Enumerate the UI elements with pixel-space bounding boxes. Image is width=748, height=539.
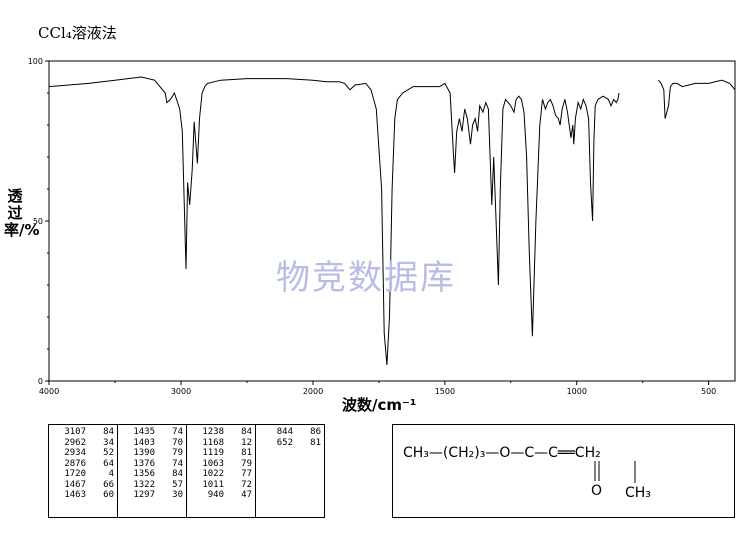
- peak-wavenumber: 3107: [64, 427, 86, 437]
- peak-row: 1467 66: [52, 480, 114, 491]
- structure-bonds: [594, 461, 636, 483]
- peak-row: 1119 81: [190, 448, 252, 459]
- peak-wavenumber: 1063: [202, 458, 224, 469]
- peak-transmittance: 81: [310, 437, 321, 448]
- peak-transmittance: 52: [103, 448, 114, 458]
- peak-row: 1356 84: [121, 469, 183, 480]
- peak-transmittance: 84: [241, 427, 252, 437]
- peak-table-column: 844 86 652 81: [256, 425, 324, 517]
- x-tick-label: 1500: [435, 387, 455, 396]
- peak-transmittance: 86: [310, 427, 321, 437]
- peak-transmittance: 79: [241, 458, 252, 469]
- peak-row: 1322 57: [121, 480, 183, 491]
- peak-row: 1720 4: [52, 469, 114, 480]
- plot-frame: [48, 60, 736, 382]
- peak-transmittance: 70: [172, 437, 183, 448]
- peak-transmittance: 57: [172, 479, 183, 490]
- peak-transmittance: 79: [172, 448, 183, 458]
- x-axis-label: 波数/cm⁻¹: [342, 396, 417, 414]
- peak-transmittance: 84: [103, 427, 114, 437]
- x-axis-ticks: 4000 3000 2000 1500 1000 500: [39, 381, 716, 396]
- peak-row: 1238 84: [190, 427, 252, 438]
- peak-transmittance: 47: [241, 490, 252, 500]
- peak-transmittance: 66: [103, 479, 114, 490]
- peak-transmittance: 60: [103, 490, 114, 500]
- peak-transmittance: 77: [241, 469, 252, 479]
- y-axis-ticks: 0 50 100: [28, 57, 49, 386]
- peak-transmittance: 72: [241, 479, 252, 490]
- x-tick-label: 3000: [171, 387, 191, 396]
- structure-formula: CH₃—(CH₂)₃—O—C—C══CH₂: [403, 445, 601, 461]
- peak-wavenumber: 1463: [64, 490, 86, 500]
- peak-table-column: 1238 84 1168 12 1119 81 1063 79 1022 77 1011 72 940 4…: [187, 425, 256, 517]
- spectrum-line: [48, 76, 736, 366]
- peak-transmittance: 30: [172, 490, 183, 500]
- peak-row: 844 86: [259, 427, 321, 438]
- peak-table: 3107 84 2962 34 2934 52 2876 64 1720 4 1467 66 1463 6…: [48, 424, 325, 518]
- peak-row: 2934 52: [52, 448, 114, 459]
- peak-row: 2876 64: [52, 459, 114, 470]
- peak-wavenumber: 1403: [133, 437, 155, 448]
- peak-row: 1376 74: [121, 459, 183, 470]
- peak-transmittance: 81: [241, 448, 252, 458]
- structure-diagram: CH₃—(CH₂)₃—O—C—C══CH₂ O CH₃: [392, 424, 735, 518]
- peak-transmittance: 74: [172, 427, 183, 437]
- peak-transmittance: 84: [172, 469, 183, 479]
- watermark: 物竞数据库: [276, 258, 456, 298]
- peak-table-column: 1435 74 1403 70 1390 79 1376 74 1356 84 1322 57 1297…: [118, 425, 187, 517]
- ir-spectrum-plot: 0 50 100 4000 3000 2000 1500 1000 500: [28, 57, 736, 396]
- x-tick-label: 1000: [567, 387, 587, 396]
- peak-row: 1403 70: [121, 438, 183, 449]
- peak-wavenumber: 1467: [64, 479, 86, 490]
- peak-row: 1297 30: [121, 490, 183, 501]
- peak-wavenumber: 844: [276, 427, 293, 437]
- peak-row: 1168 12: [190, 438, 252, 449]
- peak-row: 1022 77: [190, 469, 252, 480]
- y-tick-label: 100: [28, 57, 43, 66]
- peak-wavenumber: 1119: [202, 448, 224, 458]
- peak-row: 1063 79: [190, 459, 252, 470]
- y-tick-label: 0: [38, 377, 43, 386]
- peak-wavenumber: 940: [207, 490, 224, 500]
- peak-row: 1463 60: [52, 490, 114, 501]
- x-tick-label: 2000: [303, 387, 323, 396]
- peak-wavenumber: 2876: [64, 458, 86, 469]
- peak-wavenumber: 1390: [133, 448, 155, 458]
- peak-wavenumber: 1168: [202, 437, 224, 448]
- peak-transmittance: 64: [103, 458, 114, 469]
- peak-wavenumber: 1297: [133, 490, 155, 500]
- peak-wavenumber: 1238: [202, 427, 224, 437]
- peak-row: 1435 74: [121, 427, 183, 438]
- chart-title: CCl₄溶液法: [38, 24, 117, 42]
- peak-transmittance: 74: [172, 458, 183, 469]
- peak-wavenumber: 2934: [64, 448, 86, 458]
- y-tick-label: 50: [33, 217, 43, 226]
- peak-wavenumber: 1435: [133, 427, 155, 437]
- peak-wavenumber: 2962: [64, 437, 86, 448]
- peak-wavenumber: 1376: [133, 458, 155, 469]
- peak-row: 652 81: [259, 438, 321, 449]
- peak-wavenumber: 1322: [133, 479, 155, 490]
- peak-wavenumber: 1022: [202, 469, 224, 479]
- peak-row: 1011 72: [190, 480, 252, 491]
- carbonyl-oxygen: O: [591, 483, 603, 499]
- peak-table-column: 3107 84 2962 34 2934 52 2876 64 1720 4 1467 66 1463 6…: [49, 425, 118, 517]
- peak-row: 3107 84: [52, 427, 114, 438]
- y-axis-label: 透过率/%: [4, 187, 40, 239]
- peak-row: 2962 34: [52, 438, 114, 449]
- peak-wavenumber: 1720: [64, 469, 86, 479]
- methyl-group: CH₃: [625, 485, 651, 501]
- peak-transmittance: 12: [241, 437, 252, 448]
- x-tick-label: 500: [701, 387, 716, 396]
- peak-row: 940 47: [190, 490, 252, 501]
- peak-wavenumber: 652: [276, 437, 293, 448]
- peak-transmittance: 4: [108, 469, 114, 479]
- peak-wavenumber: 1356: [133, 469, 155, 479]
- x-tick-label: 4000: [39, 387, 59, 396]
- peak-row: 1390 79: [121, 448, 183, 459]
- peak-wavenumber: 1011: [202, 479, 224, 490]
- peak-transmittance: 34: [103, 437, 114, 448]
